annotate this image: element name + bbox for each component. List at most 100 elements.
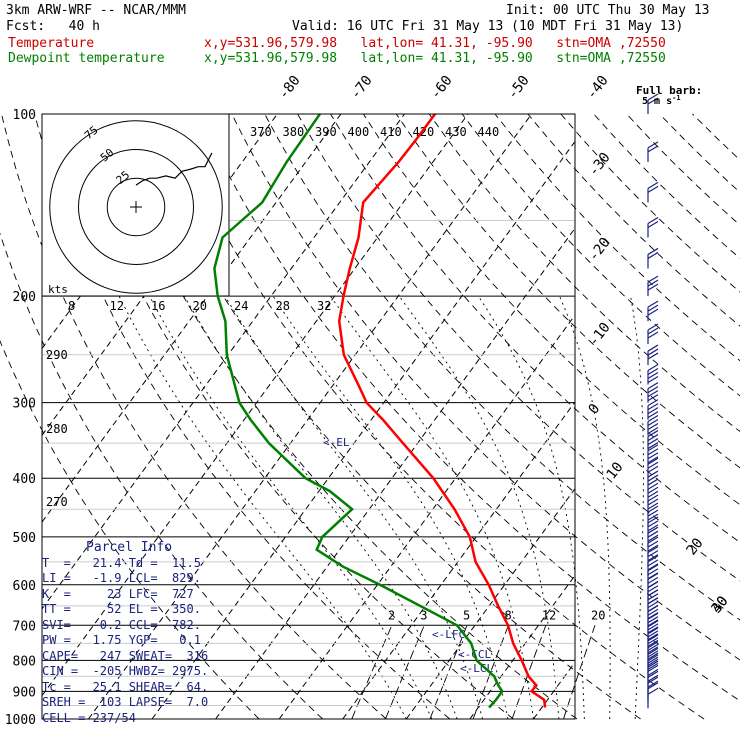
wind-barb-flag xyxy=(647,554,659,562)
dry-adiabat xyxy=(264,113,740,621)
hodograph-ring xyxy=(78,149,194,265)
isotherm-label: -50 xyxy=(505,73,533,103)
isotherm-label: 20 xyxy=(684,535,707,558)
wind-barb-flag xyxy=(647,442,659,450)
wind-barb-flag xyxy=(647,470,659,478)
speed-tick-label: 28 xyxy=(276,299,290,313)
wind-barb-flag xyxy=(647,601,659,609)
wind-barb-flag xyxy=(647,364,659,372)
moist-adiabat xyxy=(478,295,585,719)
wind-barb-flag xyxy=(647,419,659,427)
wind-barb-flag xyxy=(647,680,659,688)
speed-tick-label: 16 xyxy=(151,299,165,313)
wind-barb-flag xyxy=(647,534,659,542)
wind-barb-flag xyxy=(647,589,659,597)
parcel-info-panel: Parcel Info T = 21.4 Td = 11.5 LI = -1.9 … xyxy=(42,540,242,726)
wind-barb-flag xyxy=(647,93,659,101)
wind-barb-flag xyxy=(647,647,659,655)
wind-barb xyxy=(647,275,659,297)
parcel-param-row: T = 21.4 Td = 11.5 xyxy=(42,555,201,570)
wind-barb-flag xyxy=(647,593,659,601)
wind-barb-flag xyxy=(647,612,659,620)
wind-barb-flag xyxy=(647,540,659,548)
wind-barb-flag xyxy=(647,434,659,442)
wind-barb-flag xyxy=(647,687,659,695)
dewpoint-legend: Dewpoint temperature xyxy=(8,51,165,66)
wind-barb-flag xyxy=(647,323,659,331)
wind-barb xyxy=(647,430,659,451)
theta-label: 370 xyxy=(250,125,272,139)
wind-barb xyxy=(647,141,659,162)
wind-barb-flag xyxy=(647,247,659,255)
dry-adiabat xyxy=(231,113,740,661)
wind-barb-flag xyxy=(647,216,659,225)
isotherm-line xyxy=(278,314,576,720)
wind-barb-flag xyxy=(647,546,659,554)
wind-barb-flag xyxy=(647,626,659,634)
wind-barb-flag xyxy=(647,637,659,645)
wind-barb-flag xyxy=(647,461,659,469)
isotherm-label: 10 xyxy=(604,459,627,482)
wind-barb-flag xyxy=(647,576,659,584)
wind-barb xyxy=(647,181,659,203)
wind-barb-flag xyxy=(647,394,659,402)
mixing-ratio-label: 8 xyxy=(504,608,511,622)
wind-barb-flag xyxy=(647,376,659,384)
wind-barb-flag xyxy=(647,572,659,580)
speed-tick-label: 8 xyxy=(68,299,75,313)
moist-adiabat xyxy=(630,296,644,719)
speed-tick-label: 24 xyxy=(234,299,248,313)
wind-barb-flag xyxy=(647,513,659,521)
wind-barb-flag xyxy=(647,423,659,431)
wind-barb xyxy=(647,444,659,465)
wind-barb xyxy=(647,687,659,709)
wind-barb-flag xyxy=(647,181,659,189)
wind-barb-flag xyxy=(647,444,659,452)
wind-barb-flag xyxy=(647,597,659,605)
dry-adiabat xyxy=(692,113,740,161)
parcel-param-row: CIN = -205 HWBZ= 2975. xyxy=(42,664,209,678)
temperature-legend: Temperature xyxy=(8,36,95,51)
wind-barb-flag xyxy=(647,620,659,628)
wind-barb-flag xyxy=(647,585,659,593)
wind-barb xyxy=(647,216,659,238)
parcel-param-row: CAPE= 247 SWEAT= 316 xyxy=(42,648,209,663)
wind-barb-flag xyxy=(647,530,659,538)
wind-barb-flag xyxy=(647,668,659,676)
wind-barb-flag xyxy=(647,498,659,506)
hodograph-trace xyxy=(135,152,213,186)
wind-barb-flag xyxy=(647,403,659,411)
mixing-ratio-label: 3 xyxy=(420,608,427,622)
theta-label: 390 xyxy=(315,125,337,139)
wind-barb-flag xyxy=(647,185,659,193)
dry-adiabat xyxy=(363,113,740,506)
wind-barb-flag xyxy=(647,372,659,380)
theta-side-label: 290 xyxy=(46,348,68,362)
parcel-param-row: SREH = 103 LAPSE= 7.0 xyxy=(42,695,209,709)
isotherm-label: -40 xyxy=(584,73,612,103)
wind-barb xyxy=(647,482,659,504)
mixing-ratio-line xyxy=(351,625,393,720)
wind-barb-flag xyxy=(647,427,659,435)
speed-tick-label: 20 xyxy=(193,299,207,313)
wind-barb-flag xyxy=(647,536,659,544)
wind-barb-flag xyxy=(647,448,659,456)
wind-barb xyxy=(647,536,659,558)
wind-barb-flag xyxy=(647,456,659,464)
wind-barb-flag xyxy=(647,452,659,460)
wind-barb-flag xyxy=(647,368,659,376)
wind-barb-flag xyxy=(647,568,659,576)
wind-barb-flag xyxy=(647,411,659,419)
theta-side-label: 270 xyxy=(46,495,68,509)
wind-barb-flag xyxy=(647,652,659,660)
isotherm-label: -60 xyxy=(428,73,456,103)
barb-legend-unit: 5 m s-1 xyxy=(642,94,681,107)
plot-frame xyxy=(41,113,576,720)
speed-tick-label: 12 xyxy=(110,299,124,313)
isotherm-line xyxy=(215,228,576,720)
wind-barb-flag xyxy=(647,486,659,494)
wind-barb-flag xyxy=(647,279,659,287)
pressure-tick-label: 300 xyxy=(13,397,36,412)
pressure-tick-label: 1000 xyxy=(5,713,36,728)
wind-barb-flag xyxy=(647,348,659,356)
